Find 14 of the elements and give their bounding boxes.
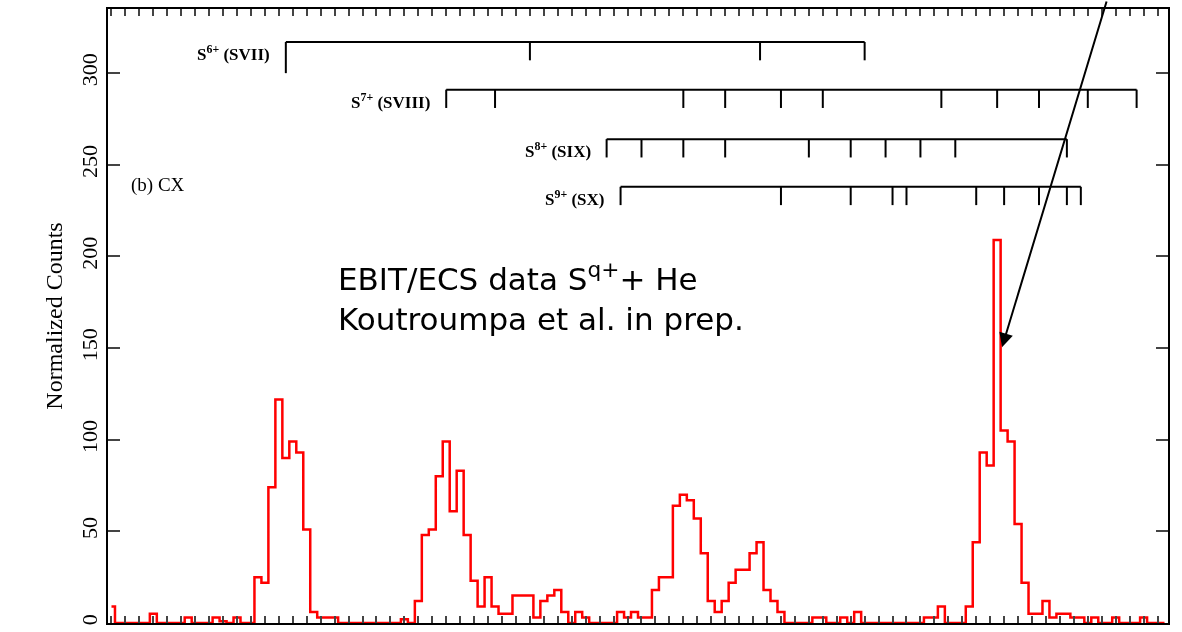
y-tick-label: 300 xyxy=(77,53,103,87)
annotation: EBIT/ECS data S$^{q+}$+ He Koutroumpa et al. in prep. xyxy=(338,257,744,338)
y-tick-label: 150 xyxy=(77,328,103,362)
legend-label: S$^{9+}$ (SX) xyxy=(545,187,605,210)
annotation: (b) CX xyxy=(131,174,185,196)
y-tick-label: 200 xyxy=(77,236,103,270)
y-axis-title: Normalized Counts xyxy=(40,222,67,410)
y-tick-label: 0 xyxy=(77,614,103,626)
legend-label: S$^{8+}$ (SIX) xyxy=(525,139,592,162)
legend-label: S$^{7+}$ (SVIII) xyxy=(351,90,431,113)
y-tick-label: 250 xyxy=(77,144,103,178)
legend-label: S$^{6+}$ (SVII) xyxy=(197,42,270,65)
y-tick-label: 100 xyxy=(77,419,103,453)
y-tick-label: 50 xyxy=(77,517,103,540)
